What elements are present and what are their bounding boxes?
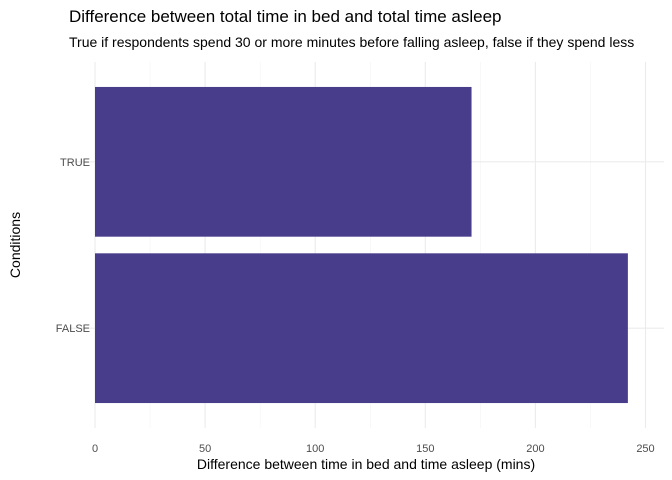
x-axis-title: Difference between time in bed and time …	[197, 456, 535, 472]
y-axis-ticks: FALSE TRUE	[56, 157, 90, 335]
x-tick-label: 100	[306, 443, 324, 455]
chart-title: Difference between total time in bed and…	[69, 7, 502, 26]
y-axis-title: Conditions	[7, 212, 23, 278]
y-tick-label: FALSE	[56, 323, 90, 335]
x-tick-label: 150	[416, 443, 434, 455]
bar-true	[95, 86, 472, 237]
bar-false	[95, 253, 628, 404]
x-tick-label: 250	[636, 443, 654, 455]
y-tick-label: TRUE	[60, 157, 90, 169]
x-tick-label: 0	[92, 443, 98, 455]
x-tick-label: 50	[199, 443, 211, 455]
x-axis-ticks: 0 50 100 150 200 250	[92, 443, 655, 455]
x-tick-label: 200	[526, 443, 544, 455]
bars	[95, 86, 628, 404]
chart-subtitle: True if respondents spend 30 or more min…	[69, 34, 634, 50]
